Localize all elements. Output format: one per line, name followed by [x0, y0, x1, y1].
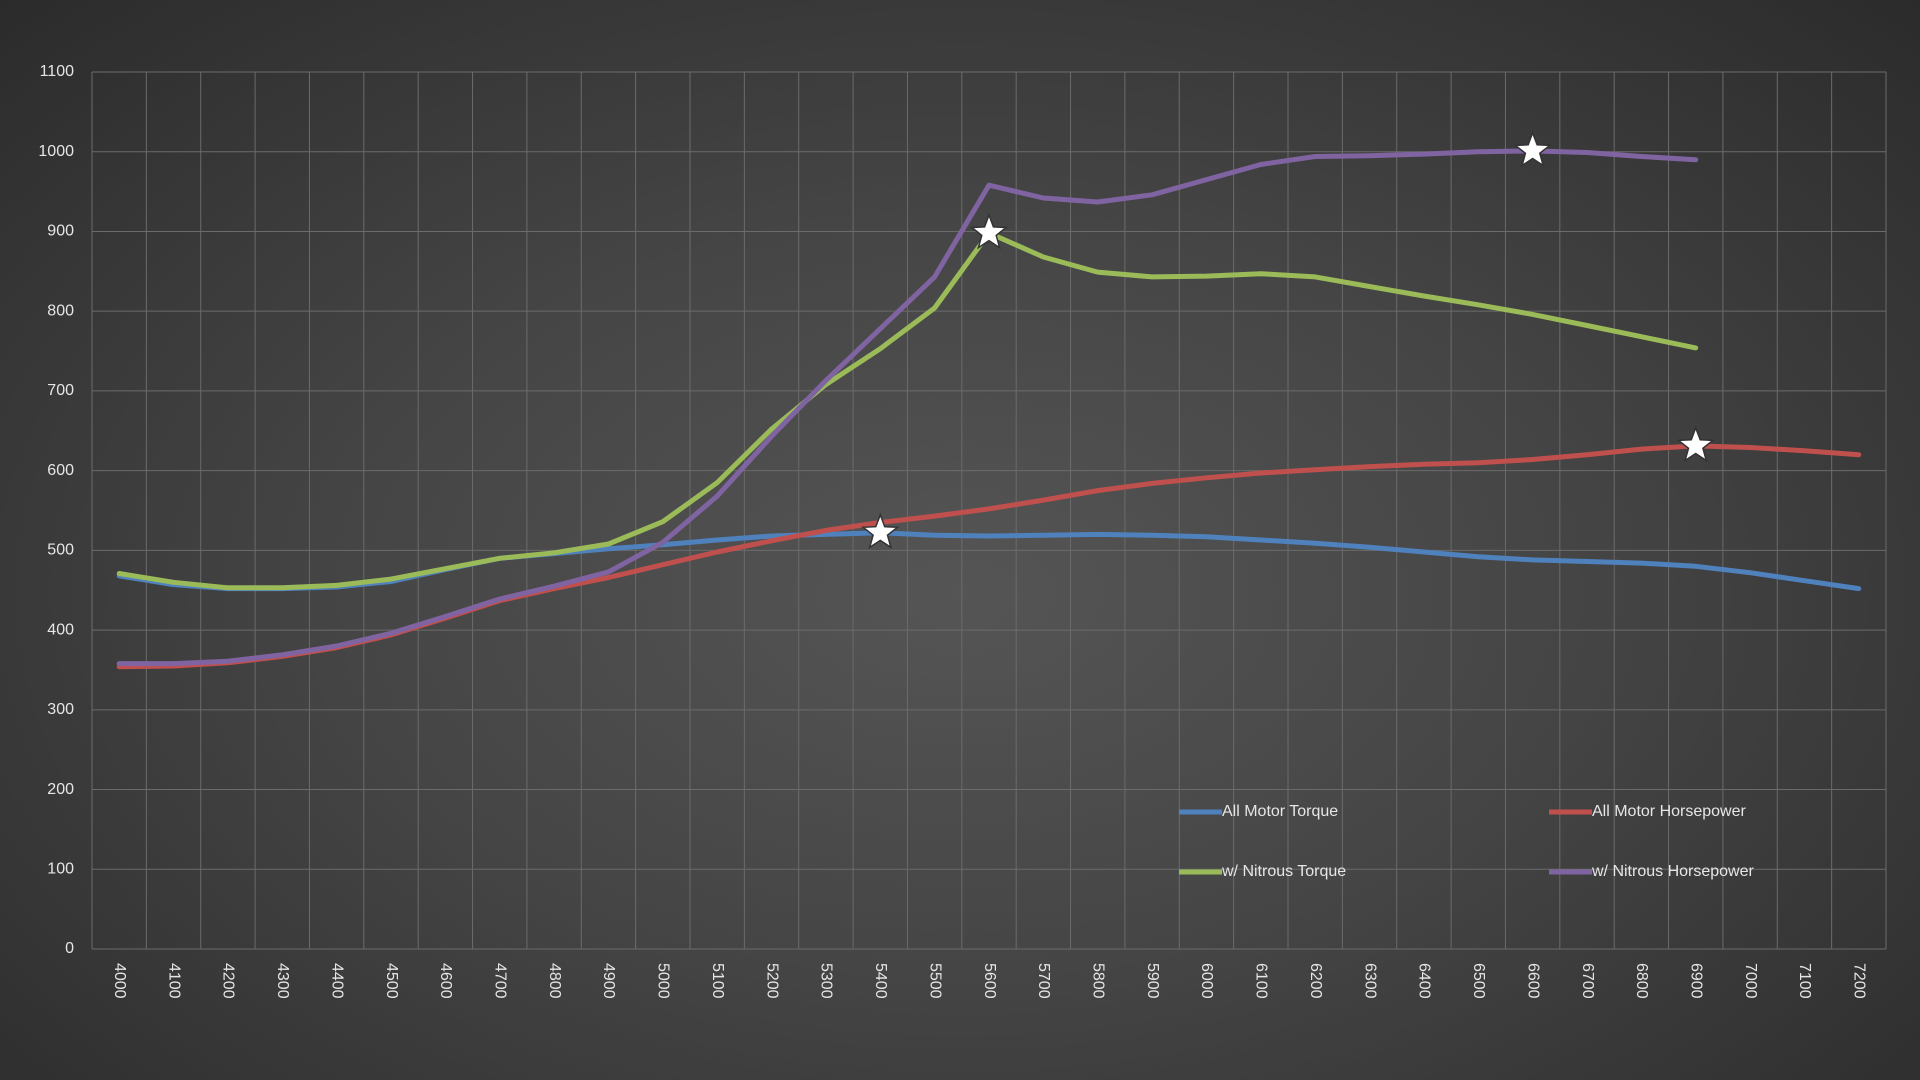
- peak-star: [861, 512, 900, 550]
- x-tick-label: 6800: [1633, 963, 1650, 999]
- legend: All Motor Torque All Motor Horsepower w/ N…: [1179, 803, 1755, 880]
- legend-label: w/ Nitrous Torque: [1221, 863, 1346, 880]
- x-tick-label: 5300: [818, 963, 835, 999]
- y-tick-label: 900: [47, 223, 74, 240]
- peak-star: [969, 212, 1009, 250]
- x-tick-label: 4200: [220, 963, 237, 999]
- x-tick-label: 4900: [600, 963, 617, 999]
- x-tick-label: 7200: [1851, 963, 1868, 999]
- x-tick-label: 6500: [1470, 963, 1487, 999]
- x-tick-label: 6200: [1307, 963, 1324, 999]
- x-tick-label: 4800: [546, 963, 563, 999]
- y-tick-label: 400: [47, 621, 74, 638]
- y-tick-label: 1100: [40, 63, 75, 80]
- y-tick-label: 100: [47, 860, 74, 877]
- x-tick-label: 5000: [655, 963, 672, 999]
- y-tick-label: 200: [47, 781, 74, 798]
- x-tick-label: 5800: [1089, 963, 1106, 999]
- x-tick-label: 4400: [328, 963, 345, 999]
- series-line: [116, 230, 1699, 591]
- peak-star: [1513, 130, 1552, 168]
- x-tick-label: 4100: [165, 963, 182, 999]
- y-tick-label: 500: [47, 542, 74, 559]
- x-tick-label: 5700: [1035, 963, 1052, 999]
- y-tick-label: 0: [65, 940, 74, 957]
- peak-star: [1676, 425, 1715, 463]
- x-tick-label: 7100: [1796, 963, 1813, 999]
- series-line: [116, 148, 1699, 667]
- x-tick-label: 6100: [1253, 963, 1270, 999]
- x-tick-label: 7000: [1742, 963, 1759, 999]
- x-tick-label: 5200: [763, 963, 780, 999]
- x-tick-label: 4300: [274, 963, 291, 999]
- y-tick-label: 800: [47, 302, 74, 319]
- x-tick-label: 5100: [709, 963, 726, 999]
- x-tick-label: 6900: [1687, 963, 1704, 999]
- x-tick-label: 5500: [926, 963, 943, 999]
- x-tick-label: 5400: [872, 963, 889, 999]
- x-tick-label: 4600: [437, 963, 454, 999]
- y-tick-label: 1000: [38, 143, 74, 160]
- y-tick-label: 300: [47, 701, 74, 718]
- legend-label: All Motor Horsepower: [1592, 803, 1747, 820]
- y-tick-label: 700: [47, 382, 74, 399]
- x-tick-label: 6400: [1416, 963, 1433, 999]
- x-tick-label: 6600: [1524, 963, 1541, 999]
- x-tick-label: 4500: [383, 963, 400, 999]
- y-tick-label: 600: [47, 462, 74, 479]
- x-tick-label: 5900: [1144, 963, 1161, 999]
- legend-label: w/ Nitrous Horsepower: [1591, 863, 1755, 880]
- x-tick-label: 4700: [491, 963, 508, 999]
- x-tick-label: 5600: [981, 963, 998, 999]
- x-tick-label: 4000: [111, 963, 128, 999]
- legend-label: All Motor Torque: [1222, 803, 1338, 820]
- x-tick-label: 6300: [1361, 963, 1378, 999]
- x-tick-label: 6700: [1579, 963, 1596, 999]
- x-tick-label: 6000: [1198, 963, 1215, 999]
